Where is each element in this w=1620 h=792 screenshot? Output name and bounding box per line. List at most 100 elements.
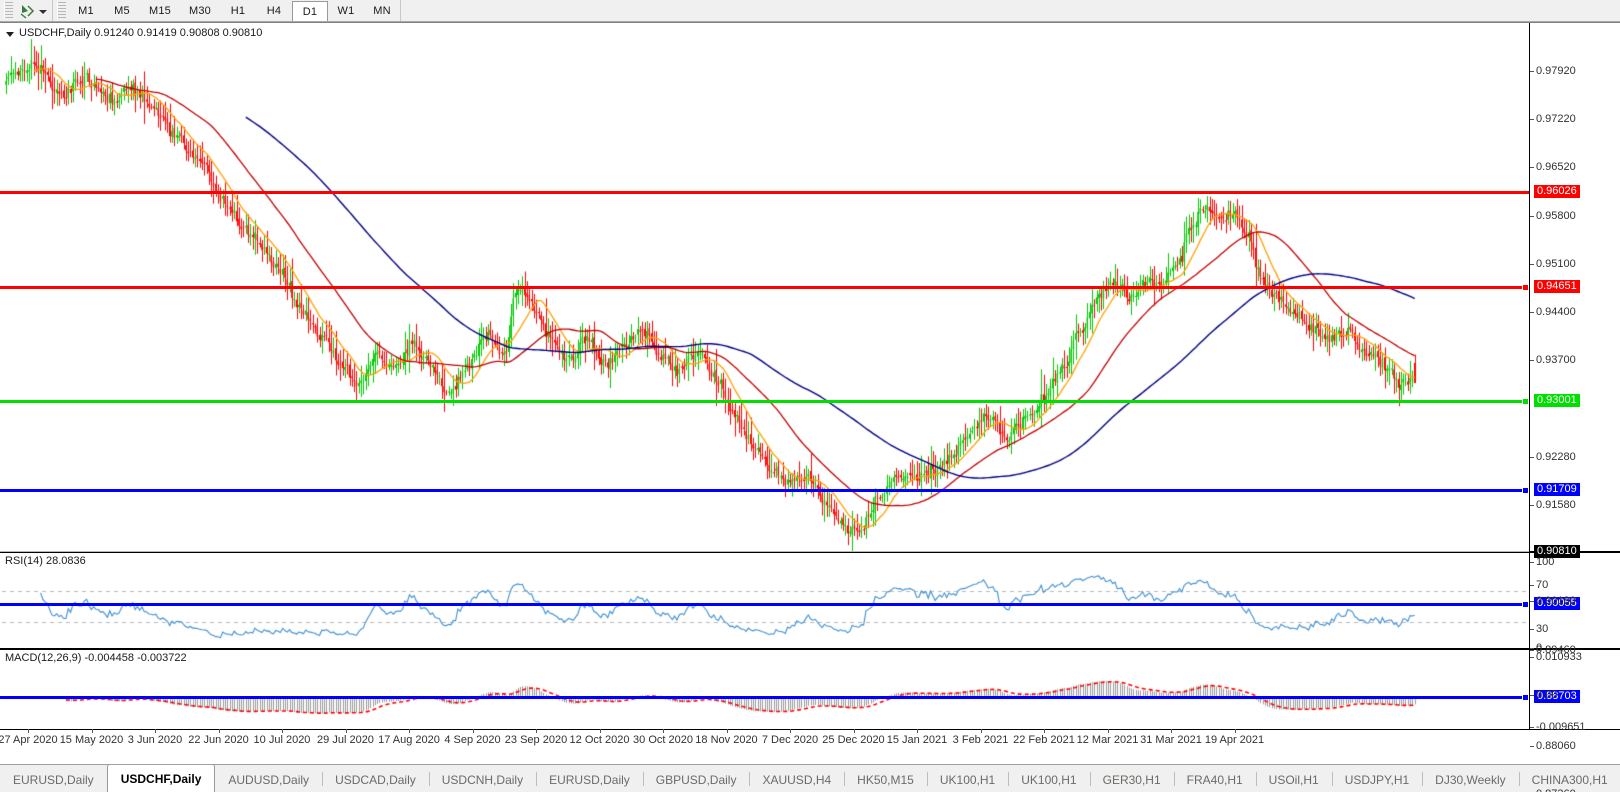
date-tick: 18 Nov 2020 [693, 729, 761, 746]
chart-tab-ger30-h1[interactable]: GER30,H1 [1089, 767, 1174, 792]
price-tick: 0.90180 [1530, 595, 1576, 607]
date-tick: 15 May 2020 [58, 729, 126, 746]
date-tick: 17 Aug 2020 [375, 729, 443, 746]
price-tick: 0.94400 [1530, 306, 1576, 318]
level-handle-icon[interactable] [1522, 601, 1529, 608]
chart-tab-audusd-daily[interactable]: AUDUSD,Daily [228, 772, 310, 787]
chart-tab-uk100-h1[interactable]: UK100,H1 [1008, 767, 1089, 792]
price-level-tag[interactable]: 0.90055 [1534, 597, 1580, 610]
cursor-crosshair-icon[interactable] [19, 2, 37, 20]
chart-tab-xauusd-h4[interactable]: XAUUSD,H4 [749, 767, 844, 792]
price-scale[interactable]: 0.97920 0.97220 0.96520 0.95800 0.95100 0.944… [1530, 23, 1620, 792]
date-tick: 31 Mar 2021 [1137, 729, 1205, 746]
level-line-0.96026[interactable] [0, 191, 1529, 194]
rsi-macd-separator [0, 648, 1620, 650]
timeframe-button-m5[interactable]: M5 [114, 4, 130, 17]
toolbar-grip-1[interactable] [4, 2, 13, 19]
top-toolbar: M1 M5 M15 M30 H1 H4 D1 W1 MN [0, 0, 1620, 22]
chart-tab-eurusd-daily[interactable]: EURUSD,Daily [536, 767, 643, 792]
level-line-0.94651[interactable] [0, 284, 1529, 291]
chart-tab-hk50-m15[interactable]: HK50,M15 [844, 767, 927, 792]
price-tick: 0.96520 [1530, 161, 1576, 173]
date-tick: 27 Apr 2020 [0, 729, 62, 746]
chart-tab-usdjpy-h1[interactable]: USDJPY,H1 [1331, 767, 1422, 792]
chart-tab-eurusd-daily[interactable]: EURUSD,Daily [13, 772, 94, 787]
price-tick: 0.97220 [1530, 113, 1576, 125]
macd-scale: 0.010933 0.00 -0.009651 [1529, 648, 1620, 733]
timeframe-button-m1[interactable]: M1 [78, 4, 94, 17]
chart-canvas[interactable] [0, 23, 1620, 745]
price-rsi-separator [0, 551, 1620, 553]
chart-area[interactable]: USDCHF,Daily 0.91240 0.91419 0.90808 0.9… [0, 22, 1620, 792]
date-tick: 15 Jan 2021 [883, 729, 951, 746]
price-tick: 0.89460 [1530, 644, 1576, 656]
chart-tab-usdcnh-daily[interactable]: USDCNH,Daily [428, 767, 536, 792]
date-tick: 3 Jun 2020 [121, 729, 189, 746]
price-level-tag[interactable]: 0.91709 [1534, 483, 1580, 496]
rsi-scale: 100 70 30 0 [1529, 551, 1620, 654]
price-tick: 0.87360 [1536, 789, 1576, 792]
price-tick: 0.88060 [1530, 740, 1576, 752]
price-tick: 0.93700 [1530, 354, 1576, 366]
timeframe-button-m30[interactable]: M30 [189, 4, 211, 17]
chart-tab-uk100-h1[interactable]: UK100,H1 [926, 767, 1008, 792]
price-level-tag[interactable]: 0.94651 [1534, 280, 1580, 293]
level-line-0.90810[interactable] [0, 551, 1529, 552]
macd-tick: 0.00 [1529, 689, 1558, 701]
timeframe-button-h4[interactable]: H4 [266, 4, 282, 17]
price-tick: 0.95800 [1530, 210, 1576, 222]
level-line-0.93001[interactable] [0, 398, 1529, 405]
level-handle-icon[interactable] [1522, 284, 1529, 291]
timeframe-button-mn[interactable]: MN [373, 4, 391, 17]
level-line-0.91709[interactable] [0, 487, 1529, 494]
level-line-0.88703[interactable] [0, 694, 1529, 701]
date-tick: 12 Oct 2020 [566, 729, 634, 746]
timeframe-button-m15[interactable]: M15 [149, 4, 171, 17]
level-handle-icon[interactable] [1522, 487, 1529, 494]
rsi-tick: 100 [1529, 556, 1555, 568]
rsi-indicator-label: RSI(14) 28.0836 [5, 555, 86, 567]
macd-tick: -0.009651 [1530, 721, 1586, 733]
date-tick: 10 Jul 2020 [248, 729, 316, 746]
price-level-tag[interactable]: 0.88703 [1534, 690, 1580, 703]
date-tick: 7 Dec 2020 [756, 729, 824, 746]
macd-indicator-label: MACD(12,26,9) -0.004458 -0.003722 [5, 652, 187, 664]
timeframe-button-w1[interactable]: W1 [337, 4, 355, 17]
toolbar-grip-2[interactable] [57, 2, 66, 19]
date-tick: 22 Feb 2021 [1010, 729, 1078, 746]
cursor-tool-group [15, 0, 53, 21]
level-handle-icon[interactable] [1522, 398, 1529, 405]
price-tick: 0.97920 [1530, 65, 1576, 77]
symbol-collapse-caret-icon[interactable] [6, 32, 14, 38]
price-level-tag[interactable]: 0.96026 [1534, 185, 1580, 198]
date-axis: 27 Apr 2020 15 May 2020 3 Jun 2020 22 Jun 2… [0, 729, 1620, 746]
chart-tab-china300-h1[interactable]: CHINA300,H1 [1518, 767, 1620, 792]
price-tick: 0.95100 [1530, 258, 1576, 270]
date-tick: 12 Mar 2021 [1074, 729, 1142, 746]
chart-tab-usdchf-daily[interactable]: USDCHF,Daily [106, 765, 216, 792]
chart-tab-usoil-h1[interactable]: USOil,H1 [1255, 767, 1332, 792]
rsi-tick: 70 [1529, 579, 1549, 591]
symbol-ohlc-label: USDCHF,Daily 0.91240 0.91419 0.90808 0.9… [19, 27, 263, 39]
rsi-tick: 30 [1529, 623, 1549, 635]
chart-tab-gbpusd-daily[interactable]: GBPUSD,Daily [642, 767, 750, 792]
timeframe-button-group: M1 M5 M15 M30 H1 H4 D1 W1 MN [68, 0, 401, 21]
chart-tab-dj30-weekly[interactable]: DJ30,Weekly [1422, 767, 1518, 792]
price-level-tag[interactable]: 0.93001 [1534, 394, 1580, 407]
level-handle-icon[interactable] [1522, 694, 1529, 701]
chart-tab-fra40-h1[interactable]: FRA40,H1 [1173, 767, 1256, 792]
date-tick: 3 Feb 2021 [947, 729, 1015, 746]
date-tick: 30 Oct 2020 [629, 729, 697, 746]
price-axis-divider [1529, 23, 1530, 729]
timeframe-button-d1[interactable]: D1 [292, 1, 328, 21]
date-tick: 23 Sep 2020 [502, 729, 570, 746]
date-tick: 22 Jun 2020 [185, 729, 253, 746]
cursor-dropdown-caret-icon[interactable] [37, 2, 49, 20]
level-line-0.90055[interactable] [0, 601, 1529, 608]
price-tick: 0.92280 [1530, 451, 1576, 463]
price-level-tag[interactable]: 0.90810 [1534, 545, 1580, 558]
chart-tab-usdcad-daily[interactable]: USDCAD,Daily [322, 767, 429, 792]
timeframe-button-h1[interactable]: H1 [230, 4, 246, 17]
rsi-tick: 0 [1529, 642, 1543, 654]
